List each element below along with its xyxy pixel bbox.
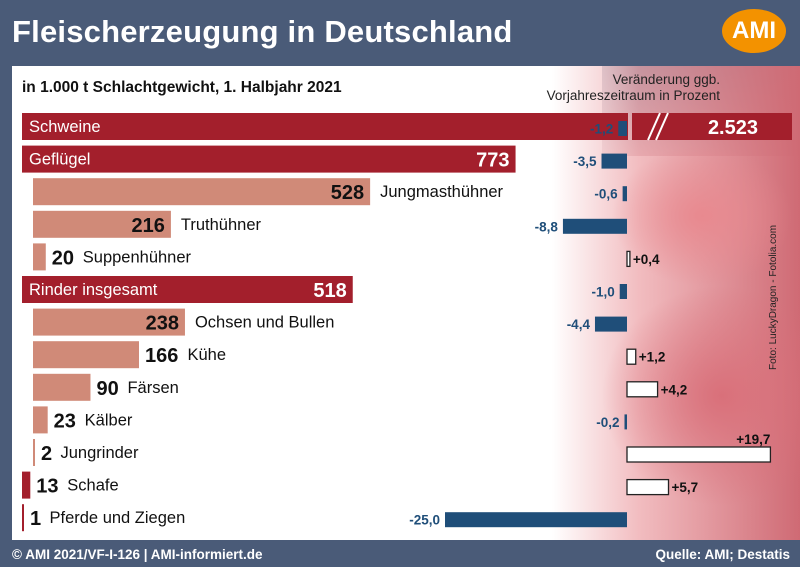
value-bar-8 (33, 341, 139, 369)
category-label: Jungrinder (61, 444, 139, 462)
value-label: 216 (132, 215, 165, 237)
change-label: -1,0 (591, 285, 614, 300)
change-bar-2 (601, 153, 627, 169)
value-bar-12 (22, 471, 31, 499)
change-bar-1 (618, 121, 627, 136)
value-bar-13 (22, 504, 24, 532)
value-label: 773 (476, 150, 509, 172)
change-header-line2: Vorjahreszeitraum in Prozent (546, 88, 720, 103)
category-label: Truthühner (181, 216, 262, 234)
copyright-text: © AMI 2021/VF-I-126 | AMI-informiert.de (12, 547, 263, 562)
value-label: 1 (30, 508, 41, 530)
change-bar-10 (624, 414, 627, 430)
value-label: 20 (52, 247, 74, 269)
category-label: Schweine (29, 118, 101, 136)
change-bar-6 (619, 284, 627, 299)
change-bar-4 (562, 218, 627, 234)
change-label: +5,7 (671, 480, 698, 495)
change-label: -3,5 (573, 154, 597, 169)
value-label: 238 (146, 313, 179, 335)
chart-subtitle: in 1.000 t Schlachtgewicht, 1. Halbjahr … (22, 79, 342, 96)
category-label: Kälber (85, 411, 133, 429)
category-label: Geflügel (29, 151, 90, 169)
change-bar-8 (626, 348, 637, 365)
change-bar-12 (626, 478, 670, 496)
change-bar-3 (622, 186, 627, 202)
change-label: +1,2 (639, 350, 666, 365)
category-label: Schafe (67, 477, 118, 495)
source-text: Quelle: AMI; Destatis (655, 547, 790, 562)
change-label: +19,7 (736, 432, 770, 447)
value-bar-10 (33, 406, 48, 434)
category-label: Jungmasthühner (380, 183, 503, 201)
page-title: Fleischerzeugung in Deutschland (12, 14, 513, 49)
value-bar-3 (33, 178, 371, 206)
value-bar-5 (33, 243, 46, 271)
value-label: 518 (313, 280, 346, 302)
value-label: 166 (145, 345, 178, 367)
value-label: 2 (41, 443, 52, 465)
value-bar-1 (22, 113, 628, 140)
value-bar-2 (22, 145, 516, 173)
change-label: -1,2 (590, 122, 613, 137)
change-bar-13 (445, 512, 627, 528)
category-label: Ochsen und Bullen (195, 314, 334, 332)
change-label: -4,4 (567, 317, 591, 332)
change-bar-11 (626, 446, 772, 463)
value-label: 13 (36, 476, 58, 498)
value-label: 2.523 (708, 117, 758, 139)
break-mark-1 (647, 112, 661, 141)
change-label: +0,4 (633, 252, 660, 267)
category-label: Rinder insgesamt (29, 281, 158, 299)
change-label: +4,2 (661, 382, 688, 397)
value-bar-11 (33, 439, 35, 466)
change-bar-9 (626, 381, 659, 398)
category-label: Kühe (187, 346, 226, 364)
value-bar-4 (33, 210, 171, 238)
category-label: Pferde und Ziegen (50, 509, 186, 527)
ami-logo: AMI (722, 9, 786, 53)
change-label: -0,6 (594, 187, 618, 202)
break-mark-2 (655, 112, 669, 141)
change-label: -0,2 (596, 415, 619, 430)
change-bar-5 (626, 250, 631, 268)
value-bar-7 (33, 308, 185, 336)
change-label: -8,8 (535, 219, 559, 234)
value-label: 528 (331, 182, 364, 204)
change-label: -25,0 (409, 513, 440, 528)
change-bar-7 (594, 316, 627, 332)
category-label: Färsen (127, 379, 178, 397)
value-bar-6 (22, 276, 353, 303)
value-label: 23 (54, 410, 76, 432)
value-label: 90 (96, 378, 118, 400)
category-label: Suppenhühner (83, 248, 192, 266)
change-header: Veränderung ggb. Vorjahreszeitraum in Pr… (460, 72, 720, 104)
value-bar-9 (33, 373, 91, 401)
change-header-line1: Veränderung ggb. (612, 72, 720, 87)
